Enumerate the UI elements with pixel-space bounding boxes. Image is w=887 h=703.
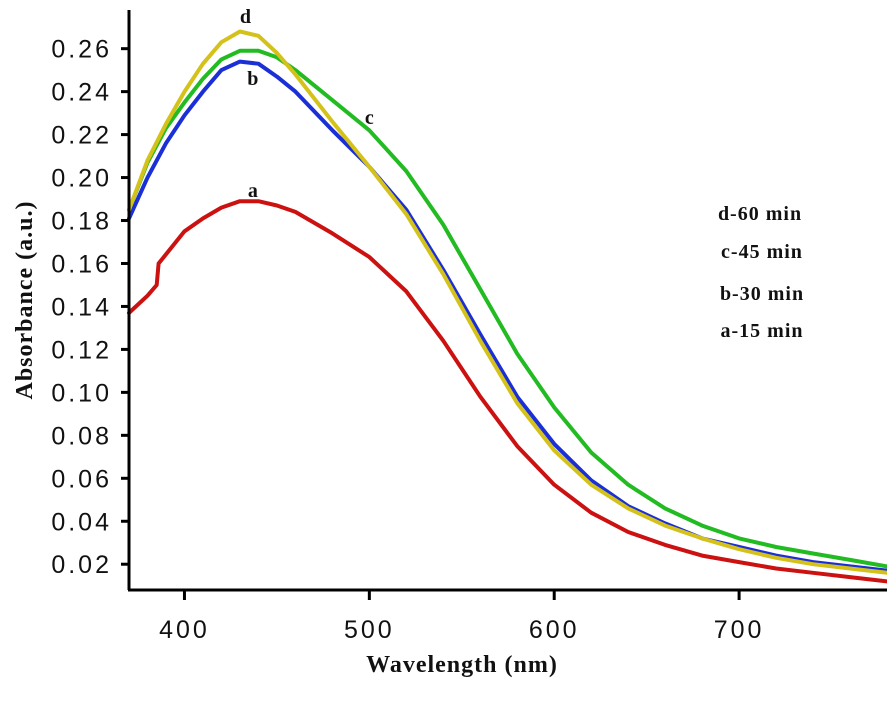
y-tick-label: 0.18 (51, 208, 112, 236)
x-axis-title: Wavelength (nm) (366, 652, 558, 678)
y-tick-label: 0.12 (51, 336, 112, 364)
legend: d-60 min c-45 min b-30 min a-15 min (718, 203, 804, 342)
series-a-line (127, 199, 887, 584)
y-tick-label: 0.10 (51, 379, 112, 407)
x-tick-label: 400 (159, 616, 210, 644)
x-tick-label: 700 (714, 616, 765, 644)
y-tick-label: 0.06 (51, 465, 112, 493)
y-tick-label: 0.02 (51, 551, 112, 579)
series-d-line (127, 29, 887, 575)
y-tick-label: 0.04 (51, 508, 112, 536)
x-tick-label: 500 (344, 616, 395, 644)
curve-label-c: c (365, 107, 374, 129)
curve-label-d: d (240, 6, 251, 28)
y-ticks: 0.02 0.04 0.06 0.08 0.10 0.12 0.14 0.16 0.18 0.20… (51, 36, 129, 579)
curve-label-a: a (248, 180, 258, 202)
y-tick-label: 0.16 (51, 250, 112, 278)
y-tick-label: 0.08 (51, 422, 112, 450)
y-axis-title: Absorbance (a.u.) (12, 200, 38, 399)
y-tick-label: 0.26 (51, 36, 112, 64)
y-tick-label: 0.14 (51, 293, 112, 321)
y-tick-label: 0.24 (51, 79, 112, 107)
x-ticks: 400 500 600 700 (159, 590, 765, 644)
plot-curves (127, 29, 887, 584)
axes (127, 10, 887, 592)
legend-entry-d: d-60 min (718, 203, 802, 225)
curve-label-b: b (247, 68, 258, 90)
legend-entry-b: b-30 min (720, 283, 804, 305)
y-tick-label: 0.22 (51, 122, 112, 150)
x-tick-label: 600 (529, 616, 580, 644)
legend-entry-a: a-15 min (721, 320, 804, 342)
legend-entry-c: c-45 min (721, 241, 803, 263)
y-tick-label: 0.20 (51, 165, 112, 193)
curve-labels: a b c d (240, 6, 374, 202)
series-c-line (127, 48, 887, 569)
series-b-line (127, 59, 887, 573)
